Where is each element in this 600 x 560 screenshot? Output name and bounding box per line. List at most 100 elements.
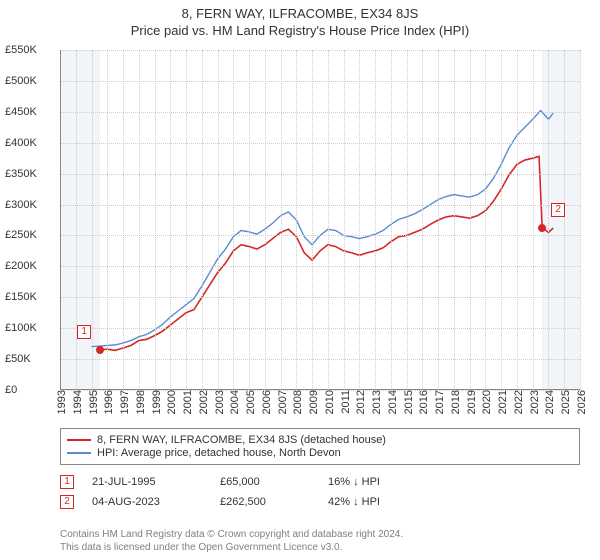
x-axis-label: 1994 [68,390,84,414]
y-axis-label: £300K [5,199,60,211]
sale-point-2 [538,224,546,232]
x-axis-label: 2017 [430,390,446,414]
x-axis-label: 2022 [509,390,525,414]
gridline-vertical [312,50,313,390]
x-axis-label: 2021 [493,390,509,414]
x-axis-label: 2014 [383,390,399,414]
x-axis-label: 2025 [556,390,572,414]
x-axis-label: 1997 [115,390,131,414]
gridline-vertical [407,50,408,390]
footer-line-2: This data is licensed under the Open Gov… [60,541,580,554]
gridline-vertical [359,50,360,390]
gridline-vertical [375,50,376,390]
x-axis-label: 2002 [194,390,210,414]
x-axis-label: 2008 [288,390,304,414]
x-axis-label: 2004 [225,390,241,414]
legend-label: 8, FERN WAY, ILFRACOMBE, EX34 8JS (detac… [97,434,386,446]
y-axis-label: £100K [5,322,60,334]
gridline-vertical [76,50,77,390]
gridline-vertical [218,50,219,390]
footer-line-1: Contains HM Land Registry data © Crown c… [60,528,580,541]
y-axis-label: £200K [5,260,60,272]
gridline-vertical [249,50,250,390]
gridline-vertical [454,50,455,390]
x-axis-label: 2006 [257,390,273,414]
x-axis-label: 2000 [162,390,178,414]
gridline-vertical [391,50,392,390]
gridline-vertical [485,50,486,390]
gridline-vertical [533,50,534,390]
series-line [92,111,554,347]
page-title: 8, FERN WAY, ILFRACOMBE, EX34 8JS [0,0,600,21]
sale-date: 04-AUG-2023 [92,496,202,508]
sale-row-marker: 1 [60,475,74,489]
y-axis-label: £250K [5,229,60,241]
x-axis-label: 2019 [462,390,478,414]
gridline-vertical [548,50,549,390]
x-axis-label: 2026 [572,390,588,414]
x-axis-label: 2005 [241,390,257,414]
x-axis-label: 2009 [304,390,320,414]
legend: 8, FERN WAY, ILFRACOMBE, EX34 8JS (detac… [60,428,580,465]
legend-item: 8, FERN WAY, ILFRACOMBE, EX34 8JS (detac… [67,434,573,446]
x-axis-label: 2023 [525,390,541,414]
y-axis-label: £50K [5,353,60,365]
sale-row: 121-JUL-1995£65,00016% ↓ HPI [60,472,580,492]
gridline-vertical [517,50,518,390]
x-axis-label: 2013 [367,390,383,414]
x-axis-label: 2020 [477,390,493,414]
sale-marker-1: 1 [77,325,91,339]
sale-row-marker: 2 [60,495,74,509]
x-axis-label: 1998 [131,390,147,414]
gridline-vertical [580,50,581,390]
x-axis-label: 2010 [320,390,336,414]
legend-swatch [67,452,91,454]
sale-diff: 42% ↓ HPI [328,496,428,508]
x-axis-label: 2011 [336,390,352,414]
x-axis [60,389,580,390]
y-axis-label: £450K [5,106,60,118]
y-axis [60,50,61,390]
gridline-vertical [344,50,345,390]
x-axis-label: 1995 [84,390,100,414]
gridline-vertical [501,50,502,390]
gridline-vertical [139,50,140,390]
x-axis-label: 1993 [52,390,68,414]
gridline-vertical [107,50,108,390]
gridline-vertical [281,50,282,390]
gridline-vertical [438,50,439,390]
gridline-vertical [186,50,187,390]
x-axis-label: 2015 [399,390,415,414]
legend-swatch [67,439,91,441]
gridline-vertical [202,50,203,390]
y-axis-label: £350K [5,168,60,180]
sale-marker-2: 2 [551,203,565,217]
legend-label: HPI: Average price, detached house, Nort… [97,447,341,459]
x-axis-label: 2018 [446,390,462,414]
gridline-vertical [470,50,471,390]
plot-area: £0£50K£100K£150K£200K£250K£300K£350K£400… [60,50,580,390]
x-axis-label: 2024 [540,390,556,414]
gridline-vertical [233,50,234,390]
sale-diff: 16% ↓ HPI [328,476,428,488]
y-axis-label: £550K [5,44,60,56]
x-axis-label: 1996 [99,390,115,414]
x-axis-label: 2001 [178,390,194,414]
sale-price: £262,500 [220,496,310,508]
gridline-vertical [155,50,156,390]
x-axis-label: 2016 [414,390,430,414]
y-axis-label: £500K [5,75,60,87]
gridline-vertical [265,50,266,390]
y-axis-label: £400K [5,137,60,149]
x-axis-label: 1999 [147,390,163,414]
x-axis-label: 2003 [210,390,226,414]
y-axis-label: £150K [5,291,60,303]
gridline-vertical [170,50,171,390]
x-axis-label: 2012 [351,390,367,414]
sale-row: 2 04-AUG-2023 £262,500 42% ↓ HPI [60,492,580,512]
sale-date: 21-JUL-1995 [92,476,202,488]
footer-attribution: Contains HM Land Registry data © Crown c… [60,528,580,554]
legend-item: HPI: Average price, detached house, Nort… [67,447,573,459]
gridline-vertical [92,50,93,390]
gridline-vertical [564,50,565,390]
